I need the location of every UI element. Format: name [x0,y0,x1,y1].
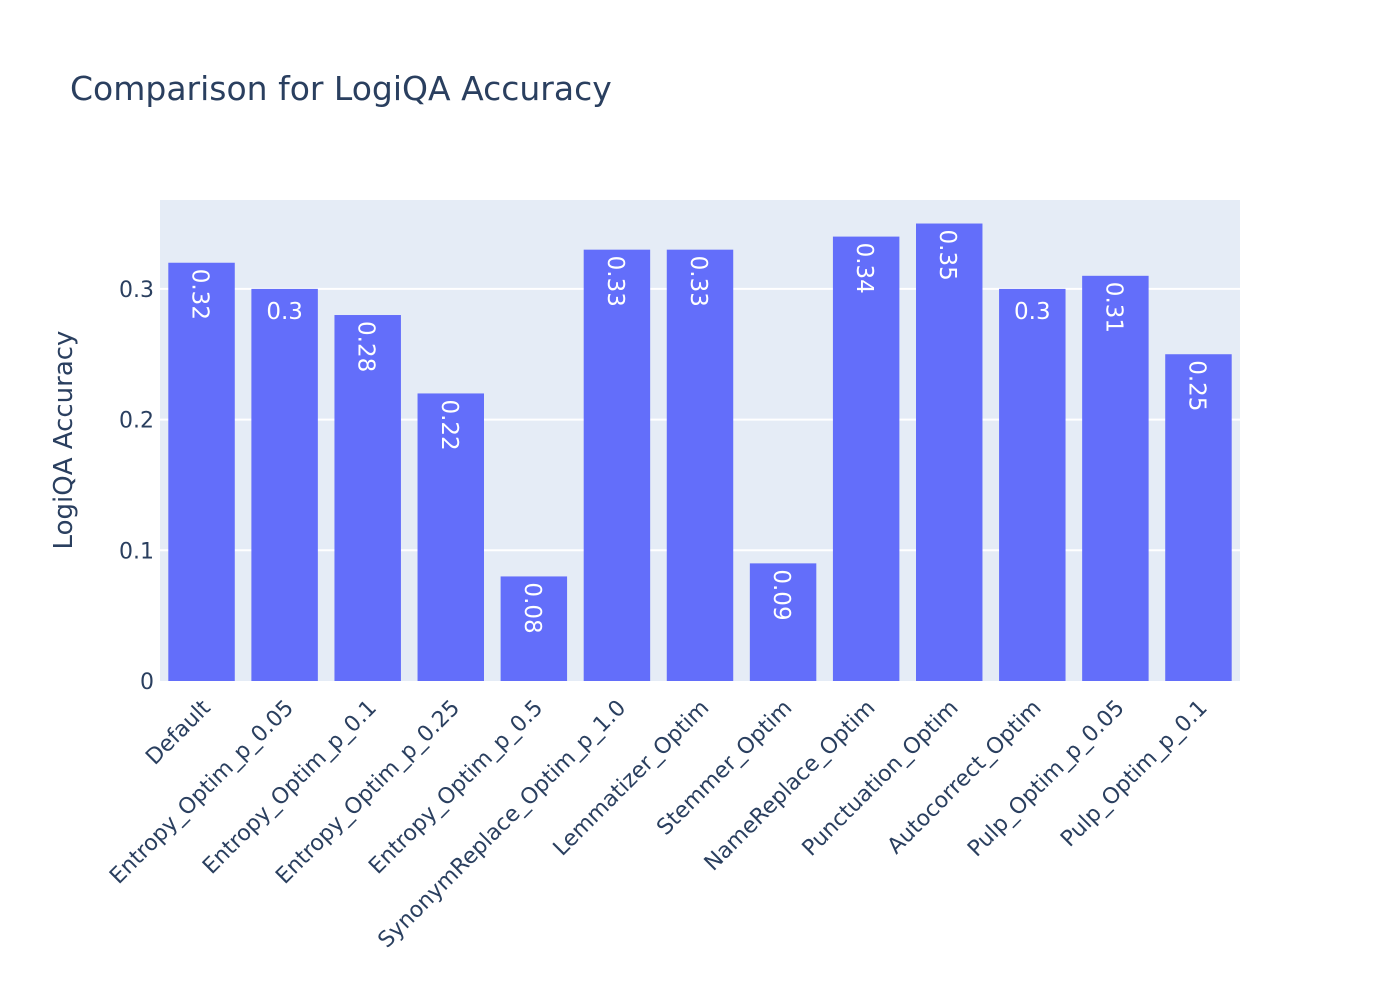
y-tick-label: 0.1 [119,539,154,564]
chart-title: Comparison for LogiQA Accuracy [70,69,612,108]
bar-labels: 0.32 0.3 0.28 0.22 0.08 0.33 0.33 0.09 0.34 0.35 0… [187,230,1210,634]
bar [500,576,568,681]
bar [168,262,235,681]
y-tick-label: 0 [140,670,154,695]
bar-value-label: 0.22 [436,399,462,450]
bar-value-label: 0.32 [187,269,213,320]
bar-value-label: 0.08 [519,582,545,633]
bar [999,288,1066,681]
y-axis-ticks: 0 0.1 0.2 0.3 [119,278,154,695]
bar-value-label: 0.35 [934,230,960,281]
bar-value-label: 0.31 [1100,282,1126,333]
bar-value-label: 0.33 [602,256,628,307]
bar [251,288,318,681]
y-tick-label: 0.2 [119,409,154,434]
bar-value-label: 0.33 [685,256,711,307]
bar [1082,275,1149,681]
bar [666,249,734,682]
y-tick-label: 0.3 [119,278,154,303]
bar-value-label: 0.28 [353,321,379,372]
bar-value-label: 0.34 [851,243,877,294]
bar [583,249,651,682]
bar-value-label: 0.3 [266,299,303,325]
bar [832,236,900,681]
bar [334,315,401,681]
bar [417,393,484,681]
bar [749,563,817,681]
bar-value-label: 0.3 [1014,299,1051,325]
bar-value-label: 0.25 [1183,360,1209,411]
bar [1165,354,1232,681]
y-axis-title: LogiQA Accuracy [49,331,79,550]
bar [916,223,983,682]
bars [168,223,1232,682]
bar-value-label: 0.09 [768,569,794,620]
